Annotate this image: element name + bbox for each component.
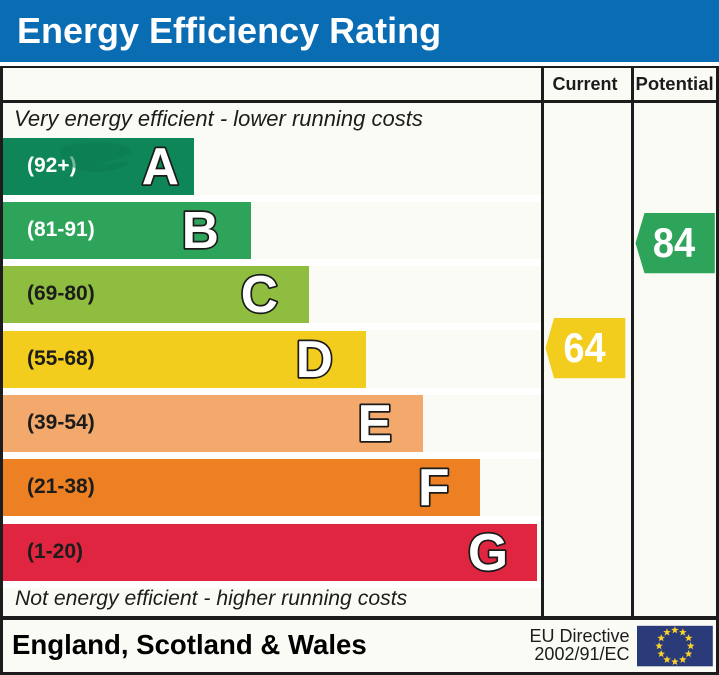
svg-text:64: 64	[563, 324, 606, 371]
svg-text:C: C	[241, 265, 278, 323]
svg-text:84: 84	[653, 219, 696, 266]
svg-text:G: G	[468, 523, 508, 581]
svg-text:A: A	[142, 137, 179, 195]
svg-text:D: D	[296, 330, 333, 388]
svg-text:F: F	[418, 458, 449, 516]
svg-text:E: E	[358, 394, 392, 452]
svg-text:B: B	[182, 201, 219, 259]
